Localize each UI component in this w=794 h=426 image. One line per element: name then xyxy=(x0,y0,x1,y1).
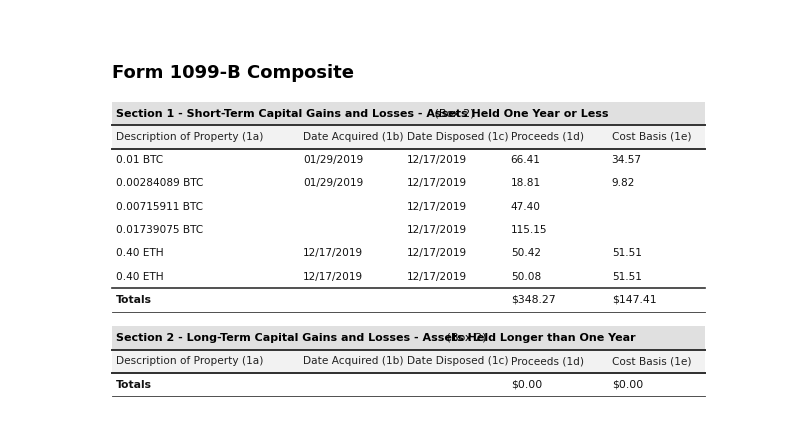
Text: 115.15: 115.15 xyxy=(511,225,547,235)
Text: 0.01 BTC: 0.01 BTC xyxy=(116,155,163,165)
Text: 12/17/2019: 12/17/2019 xyxy=(303,248,363,258)
Bar xyxy=(111,172,705,195)
Bar xyxy=(111,242,705,265)
Text: Form 1099-B Composite: Form 1099-B Composite xyxy=(111,64,353,82)
Text: Section 2 - Long-Term Capital Gains and Losses - Assets Held Longer than One Yea: Section 2 - Long-Term Capital Gains and … xyxy=(117,333,636,343)
Bar xyxy=(111,326,705,350)
Text: Cost Basis (1e): Cost Basis (1e) xyxy=(611,132,692,142)
Text: 01/29/2019: 01/29/2019 xyxy=(303,178,363,188)
Bar xyxy=(111,350,705,373)
Bar xyxy=(111,265,705,288)
Text: 50.08: 50.08 xyxy=(511,272,541,282)
Text: 9.82: 9.82 xyxy=(611,178,635,188)
Text: Date Acquired (1b): Date Acquired (1b) xyxy=(303,132,403,142)
Text: Proceeds (1d): Proceeds (1d) xyxy=(511,356,584,366)
Text: 0.40 ETH: 0.40 ETH xyxy=(116,248,164,258)
Text: 0.00284089 BTC: 0.00284089 BTC xyxy=(116,178,203,188)
Text: Date Disposed (1c): Date Disposed (1c) xyxy=(407,356,508,366)
Text: 12/17/2019: 12/17/2019 xyxy=(407,272,467,282)
Text: $348.27: $348.27 xyxy=(511,295,555,305)
Bar xyxy=(111,219,705,242)
Text: 34.57: 34.57 xyxy=(611,155,642,165)
Text: Cost Basis (1e): Cost Basis (1e) xyxy=(611,356,692,366)
Text: 47.40: 47.40 xyxy=(511,202,541,212)
Bar xyxy=(111,149,705,172)
Bar xyxy=(111,288,705,311)
Text: $147.41: $147.41 xyxy=(611,295,657,305)
Text: Section 1 - Short-Term Capital Gains and Losses - Assets Held One Year or Less: Section 1 - Short-Term Capital Gains and… xyxy=(117,109,609,118)
Text: (Box 2): (Box 2) xyxy=(431,109,475,118)
Text: 18.81: 18.81 xyxy=(511,178,541,188)
Text: 0.01739075 BTC: 0.01739075 BTC xyxy=(116,225,203,235)
Text: 50.42: 50.42 xyxy=(511,248,541,258)
Text: 0.40 ETH: 0.40 ETH xyxy=(116,272,164,282)
Text: 51.51: 51.51 xyxy=(611,248,642,258)
Text: 51.51: 51.51 xyxy=(611,272,642,282)
Text: $0.00: $0.00 xyxy=(611,380,643,389)
Text: Date Disposed (1c): Date Disposed (1c) xyxy=(407,132,508,142)
Bar xyxy=(111,195,705,219)
Text: 12/17/2019: 12/17/2019 xyxy=(407,248,467,258)
Bar xyxy=(111,373,705,396)
Text: 12/17/2019: 12/17/2019 xyxy=(407,202,467,212)
Bar xyxy=(111,125,705,149)
Text: 01/29/2019: 01/29/2019 xyxy=(303,155,363,165)
Text: (Box 2): (Box 2) xyxy=(444,333,487,343)
Text: Totals: Totals xyxy=(116,295,152,305)
Text: 12/17/2019: 12/17/2019 xyxy=(407,225,467,235)
Text: $0.00: $0.00 xyxy=(511,380,542,389)
Text: 12/17/2019: 12/17/2019 xyxy=(303,272,363,282)
Text: 66.41: 66.41 xyxy=(511,155,541,165)
Text: 0.00715911 BTC: 0.00715911 BTC xyxy=(116,202,202,212)
Text: Totals: Totals xyxy=(116,380,152,389)
Bar xyxy=(111,102,705,125)
Text: 12/17/2019: 12/17/2019 xyxy=(407,155,467,165)
Text: Date Acquired (1b): Date Acquired (1b) xyxy=(303,356,403,366)
Text: Description of Property (1a): Description of Property (1a) xyxy=(116,356,264,366)
Text: Proceeds (1d): Proceeds (1d) xyxy=(511,132,584,142)
Text: Description of Property (1a): Description of Property (1a) xyxy=(116,132,264,142)
Text: 12/17/2019: 12/17/2019 xyxy=(407,178,467,188)
